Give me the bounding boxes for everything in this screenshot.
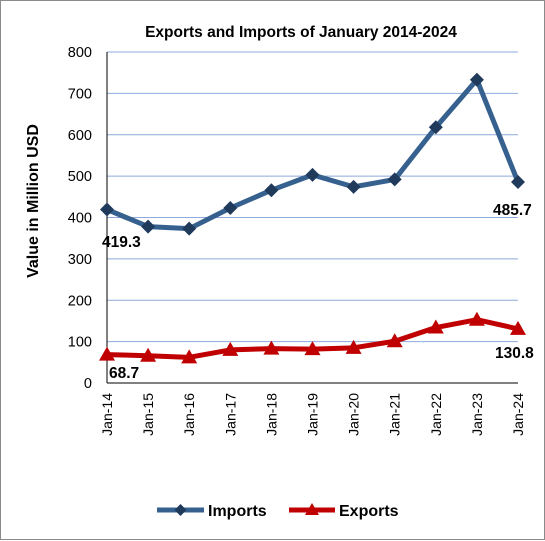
data-point-exports [263,340,280,355]
data-point-imports [141,219,156,234]
legend-label-imports: Imports [208,503,267,520]
data-point-exports [427,319,444,334]
y-tick-label: 600 [68,128,92,144]
legend-item-imports: Imports [157,503,267,520]
data-point-exports [181,349,198,364]
data-point-imports [387,172,402,187]
x-tick-label: Jan-18 [263,393,279,436]
y-tick-label: 200 [68,293,92,309]
x-tick-label: Jan-24 [510,393,526,436]
data-point-exports [222,341,239,356]
chart-title: Exports and Imports of January 2014-2024 [145,24,457,41]
x-tick-label: Jan-23 [469,393,485,436]
data-point-imports [182,221,197,236]
x-tick-label: Jan-14 [99,393,115,436]
data-point-imports [511,175,525,190]
x-tick-label: Jan-20 [346,393,362,436]
series-group [99,72,526,364]
x-tick-label: Jan-22 [428,393,444,436]
data-point-exports [140,347,157,362]
x-tick-label: Jan-16 [181,393,197,436]
y-tick-labels: 0 100 200 300 400 500 600 700 800 [68,45,92,392]
legend-item-exports: Exports [289,503,399,520]
data-point-imports [428,120,443,135]
x-tick-label: Jan-19 [305,393,321,436]
y-tick-label: 300 [68,252,92,268]
x-tick-label: Jan-21 [387,393,403,436]
data-labels: 419.3 485.7 68.7 130.8 [102,202,534,382]
data-point-imports [469,72,484,87]
legend-label-exports: Exports [339,503,399,520]
data-point-imports [346,179,361,194]
data-label-imports-last: 485.7 [493,202,532,219]
data-point-exports [99,346,115,361]
y-tick-label: 800 [68,45,92,61]
legend-diamond-icon [174,504,187,516]
y-tick-label: 100 [68,335,92,351]
data-point-exports [510,320,526,335]
data-point-exports [468,311,485,326]
data-label-exports-last: 130.8 [495,345,534,362]
data-label-exports-first: 68.7 [109,365,139,382]
data-point-exports [345,339,362,354]
y-tick-label: 0 [84,376,92,392]
x-tick-labels: Jan-14 Jan-15 Jan-16 Jan-17 Jan-18 Jan-19 Jan-… [99,393,526,436]
legend: Imports Exports [157,503,399,520]
x-tick-label: Jan-15 [140,393,156,436]
data-point-imports [223,200,238,215]
data-point-exports [304,341,321,356]
y-tick-label: 700 [68,86,92,102]
data-point-imports [264,183,279,198]
y-tick-label: 500 [68,169,92,185]
x-tick-label: Jan-17 [222,393,238,436]
series-line-imports [106,77,521,232]
data-point-imports [100,202,114,217]
data-point-exports [386,333,403,348]
data-point-imports [305,167,320,182]
y-tick-label: 400 [68,211,92,227]
legend-triangle-icon [305,503,319,515]
y-axis-label: Value in Million USD [25,124,42,278]
data-label-imports-first: 419.3 [102,234,141,251]
